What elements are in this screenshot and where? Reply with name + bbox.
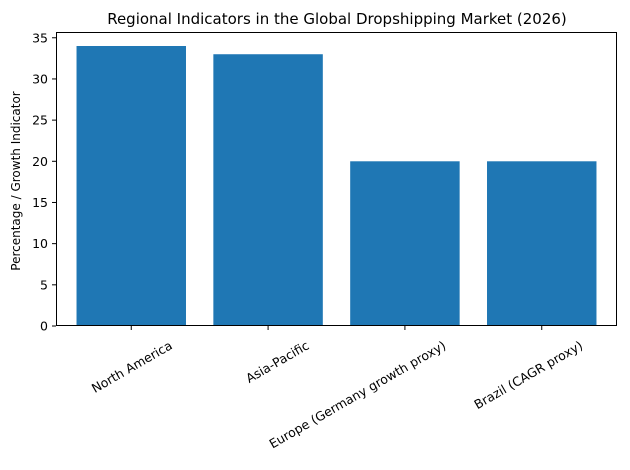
bar (350, 161, 460, 326)
y-tick-label: 15 (32, 195, 48, 210)
y-axis-ticks: 0 5 10 15 20 25 30 35 (32, 30, 56, 334)
y-tick-label: 0 (40, 319, 48, 334)
bar (487, 161, 597, 326)
y-axis-label: Percentage / Growth Indicator (9, 91, 23, 271)
y-tick-label: 20 (32, 154, 48, 169)
y-tick-label: 35 (32, 30, 48, 45)
x-tick-label: Asia-Pacific (243, 338, 312, 386)
y-tick-label: 25 (32, 113, 48, 128)
bar (76, 46, 186, 326)
y-tick-label: 30 (32, 71, 48, 86)
x-tick-label: North America (89, 338, 175, 396)
plot-frame (56, 32, 617, 326)
bar (213, 54, 323, 327)
x-tick-label: Brazil (CAGR proxy) (471, 338, 585, 412)
bars (76, 46, 597, 327)
chart-title: Regional Indicators in the Global Dropsh… (107, 10, 567, 28)
y-tick-label: 10 (32, 236, 48, 251)
y-tick-label: 5 (40, 277, 48, 292)
